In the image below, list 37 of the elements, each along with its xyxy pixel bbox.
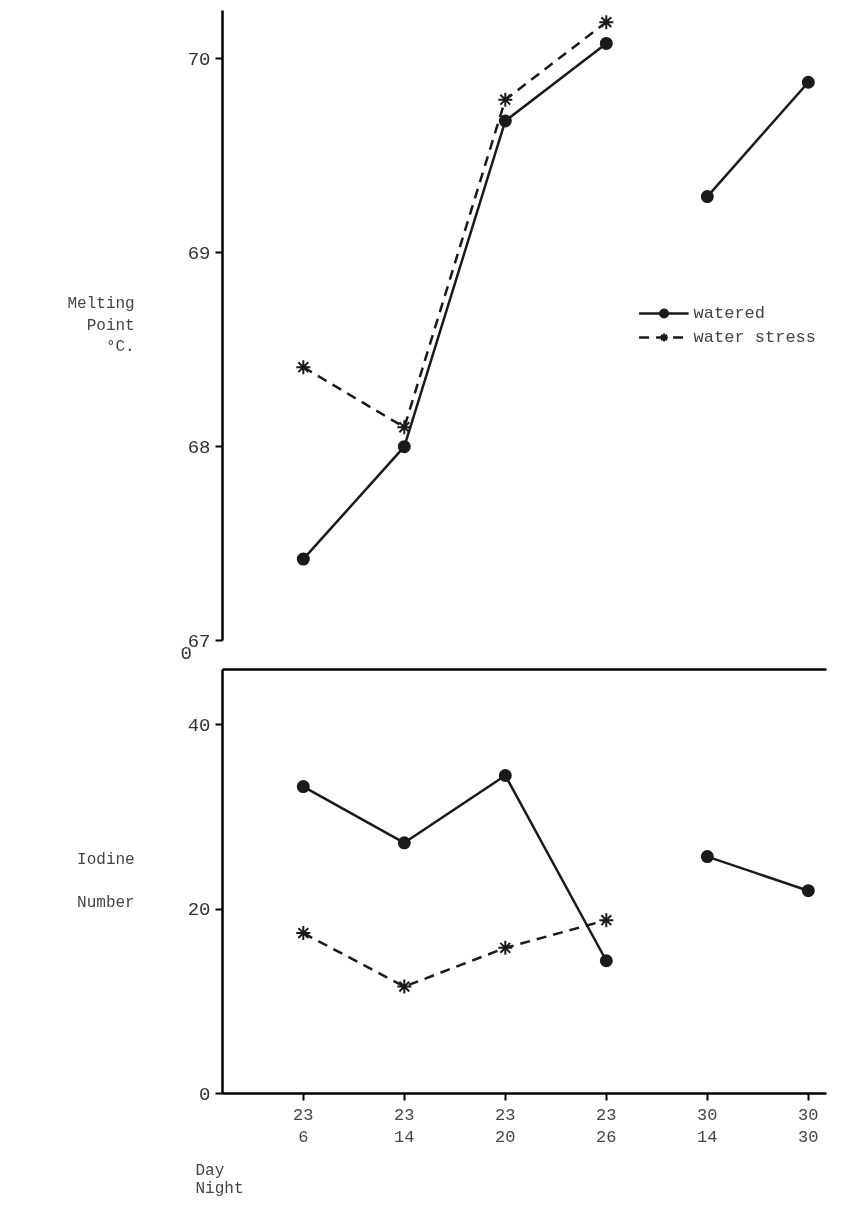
point <box>397 836 411 850</box>
y-axis-title: Melting Point °C. <box>67 294 135 357</box>
x-tick-label: 30 14 <box>697 1105 718 1148</box>
legend-label: watered <box>693 303 765 323</box>
x-tick-label: 23 20 <box>495 1105 516 1148</box>
point <box>295 925 312 942</box>
point <box>498 769 512 782</box>
y-tick-label: 68 <box>187 436 211 459</box>
x-tick-label: 23 26 <box>596 1105 617 1148</box>
point <box>396 419 413 436</box>
y-tick-label: 0 <box>199 1083 211 1106</box>
point <box>599 36 613 50</box>
x-tick-label: 30 30 <box>798 1105 819 1148</box>
legend-label: water stress <box>693 327 816 347</box>
point <box>801 75 815 89</box>
point <box>498 114 512 128</box>
point <box>598 14 615 31</box>
point <box>296 552 310 566</box>
y-tick-label: 20 <box>187 899 211 922</box>
point <box>497 939 514 956</box>
x-axis-title: Day Night <box>195 1162 244 1198</box>
y-tick-label: 70 <box>187 48 211 71</box>
point <box>700 190 714 204</box>
point <box>397 440 411 454</box>
text: Iodine Number <box>77 850 135 913</box>
point <box>295 359 312 376</box>
point <box>599 954 613 968</box>
x-tick-label: 23 14 <box>394 1105 415 1148</box>
point <box>700 850 714 864</box>
x-tick-label: 23 6 <box>293 1105 314 1148</box>
point <box>396 978 413 995</box>
point <box>801 884 815 898</box>
point <box>497 91 514 108</box>
point <box>296 780 310 794</box>
point <box>598 912 615 929</box>
y-tick-label: 69 <box>187 242 211 265</box>
y-tick-label: 40 <box>187 714 211 737</box>
